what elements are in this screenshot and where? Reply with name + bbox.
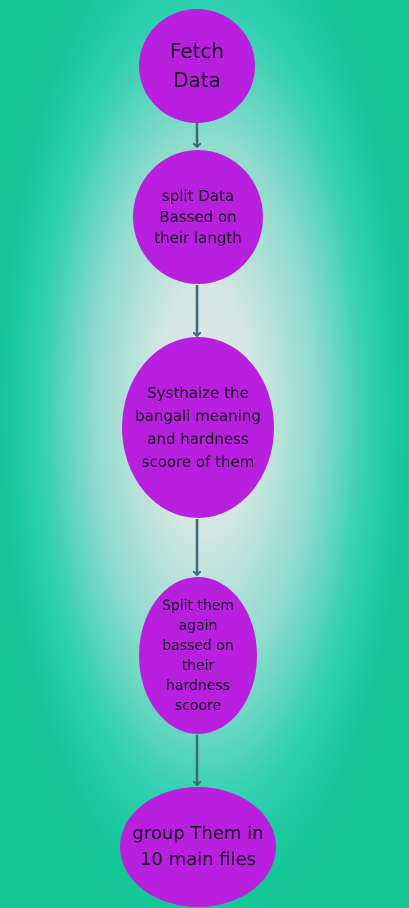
node-split-by-length: split Data Bassed on their langth bbox=[133, 150, 263, 284]
node-label: split Data Bassed on their langth bbox=[154, 186, 242, 247]
node-label: Systhaize the bangali meaning and hardne… bbox=[135, 383, 261, 471]
node-label: Fetch Data bbox=[169, 39, 225, 92]
node-label: Split them again bassed on their hardnes… bbox=[161, 597, 235, 714]
node-fetch-data: Fetch Data bbox=[139, 9, 255, 123]
node-split-by-hardness: Split them again bassed on their hardnes… bbox=[139, 577, 257, 734]
node-label: group Them in 10 main files bbox=[132, 823, 264, 870]
node-synthesize-meaning: Systhaize the bangali meaning and hardne… bbox=[122, 337, 274, 518]
node-group-files: group Them in 10 main files bbox=[120, 787, 276, 907]
